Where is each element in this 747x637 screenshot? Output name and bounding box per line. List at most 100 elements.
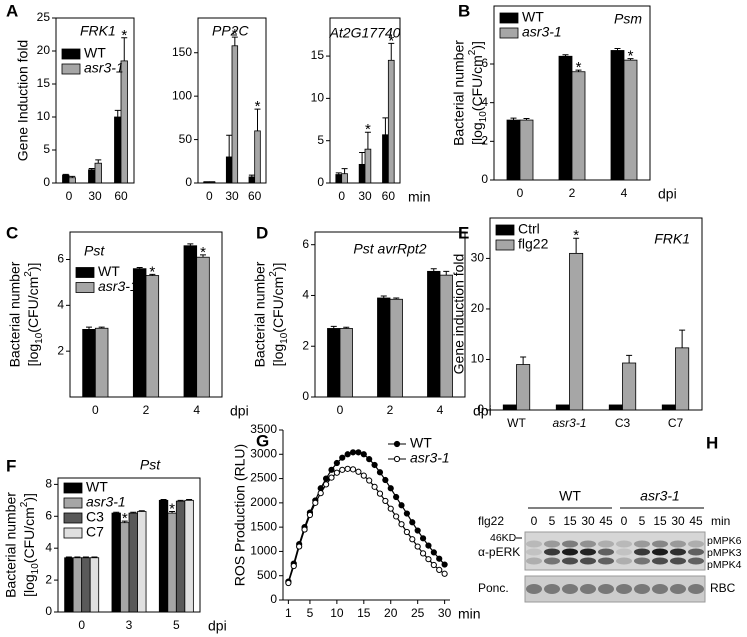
- blot-band: [562, 557, 578, 565]
- x-tick-label: 30: [438, 606, 452, 620]
- x-tick-label: 2: [143, 403, 150, 417]
- panel-label: A: [6, 1, 18, 20]
- bar: [94, 162, 102, 184]
- line: [287, 468, 445, 584]
- legend-symbol: [63, 482, 83, 494]
- y-axis-label: Bacterial number: [252, 261, 268, 367]
- bar: [89, 557, 100, 613]
- point: [382, 497, 389, 505]
- y-axis-label-part: (CFU/cm: [469, 55, 485, 111]
- error-bar: [74, 556, 81, 558]
- error-bar: [95, 159, 102, 164]
- point: [387, 485, 394, 492]
- point: [414, 527, 421, 534]
- x-tick-label: C3: [615, 416, 631, 430]
- significance-mark: *: [232, 26, 238, 43]
- y-tick-label: 6: [57, 252, 64, 266]
- x-tick-label: 4: [193, 403, 200, 417]
- point: [393, 513, 400, 520]
- panel-label: E: [458, 223, 469, 242]
- blot-band: [598, 557, 614, 565]
- point: [328, 466, 335, 473]
- band-label: pMPK3: [707, 547, 742, 559]
- x-axis-label: min: [408, 189, 431, 205]
- chart-title: FRK1: [80, 23, 116, 39]
- point: [387, 505, 394, 512]
- x-tick-label: 30: [88, 189, 102, 203]
- legend-symbol: [499, 12, 519, 24]
- y-axis-label-part: 10: [34, 332, 45, 344]
- point: [344, 465, 351, 472]
- y-axis-label-part: )]: [25, 263, 41, 272]
- point: [328, 474, 335, 481]
- x-tick-label: 0: [338, 189, 345, 203]
- error-bar: [169, 511, 176, 514]
- time-label: 5: [639, 514, 646, 528]
- bar: [137, 511, 147, 613]
- bar: [183, 245, 198, 398]
- bar: [111, 512, 121, 613]
- x-tick-label: 0: [92, 403, 99, 417]
- error-bar: [114, 109, 121, 117]
- time-label: 15: [653, 514, 667, 528]
- y-tick-label: 4: [45, 540, 52, 554]
- error-bar: [359, 152, 366, 165]
- point: [419, 535, 427, 542]
- bar: [94, 327, 109, 398]
- x-tick-label: 60: [382, 189, 396, 203]
- bar: [184, 499, 194, 613]
- bar: [114, 116, 122, 184]
- y-tick-label: 3500: [250, 422, 277, 436]
- legend-label: Ctrl: [518, 221, 540, 237]
- chart: 0 2 4 6 8 Pst dpi Bacterial number [log10(CFU/cm…: [3, 457, 227, 634]
- bar: [175, 500, 186, 613]
- point: [355, 449, 362, 456]
- error-bar: [177, 499, 184, 502]
- blot-band: [652, 557, 668, 565]
- error-bar: [86, 326, 92, 330]
- x-tick-label: asr3-1: [552, 416, 586, 430]
- blot-band: [652, 548, 668, 556]
- y-tick-label: 15: [37, 76, 51, 90]
- blot-band: [526, 548, 542, 556]
- y-axis-label-part: (CFU/cm: [21, 507, 37, 563]
- legend-symbol: [75, 282, 95, 293]
- significance-mark: *: [149, 263, 155, 280]
- error-bar: [138, 510, 145, 512]
- y-axis-label-part: 10: [279, 332, 290, 344]
- bar: [158, 499, 169, 613]
- legend-label: C3: [86, 509, 104, 525]
- y-axis-label-part: )]: [469, 41, 485, 50]
- legend-label: asr3-1: [98, 278, 138, 294]
- error-bar: [341, 168, 348, 174]
- y-tick-label: 150: [172, 45, 192, 59]
- y-tick-label: 6: [481, 56, 488, 70]
- x-tick-label: 0: [78, 618, 85, 632]
- x-axis-label: dpi: [473, 403, 492, 419]
- legend-label: asr3-1: [410, 450, 450, 466]
- y-tick-label: 2500: [250, 471, 277, 485]
- x-axis-label: min: [458, 606, 481, 622]
- error-bar: [573, 237, 580, 254]
- time-label: 30: [581, 514, 595, 528]
- y-tick-label: 0: [317, 175, 324, 189]
- error-bar: [200, 254, 206, 258]
- bar: [254, 130, 261, 184]
- y-tick-label: 4: [481, 95, 488, 109]
- y-tick-label: 20: [37, 43, 51, 57]
- y-axis-label-part: 10: [478, 111, 489, 123]
- y-tick-label: 10: [311, 91, 325, 105]
- legend-label: WT: [522, 9, 544, 25]
- chart-title: At2G17740: [329, 25, 401, 41]
- y-tick-label: 2: [57, 343, 64, 357]
- error-bar: [382, 117, 389, 135]
- bar: [82, 328, 96, 398]
- y-axis-label: Bacterial number: [7, 261, 23, 367]
- y-axis-label: ROS Production (RLU): [232, 444, 248, 586]
- x-tick-label: 30: [358, 189, 372, 203]
- bar: [341, 173, 348, 184]
- point: [312, 499, 319, 506]
- error-bar: [130, 511, 137, 514]
